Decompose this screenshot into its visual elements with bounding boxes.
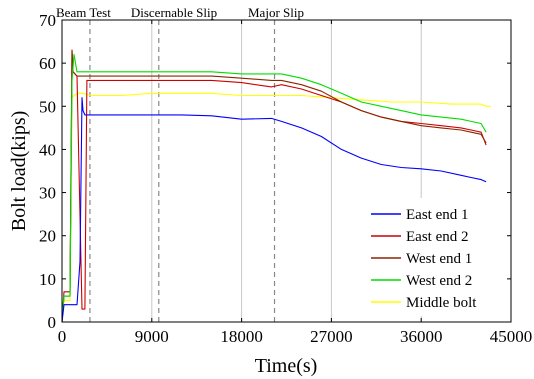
x-tick-label: 9000 <box>135 327 169 346</box>
y-axis-title: Bolt load(kips) <box>8 111 30 232</box>
y-tick-label: 0 <box>48 313 57 332</box>
legend-box <box>363 198 503 316</box>
legend: East end 1 East end 2 West end 1 West end 2… <box>363 198 503 316</box>
annotation-label: Discernable Slip <box>131 5 217 20</box>
series-layer <box>61 49 491 323</box>
x-tick-label: 0 <box>58 327 67 346</box>
legend-label: Middle bolt <box>406 295 477 311</box>
grid-lines <box>151 20 422 322</box>
series-line-east-end-1 <box>61 97 487 323</box>
y-tick-label: 50 <box>39 97 56 116</box>
annotation-labels: Beam Test Discernable Slip Major Slip <box>56 5 304 20</box>
x-axis-title: Time(s) <box>255 355 318 377</box>
y-tick-label: 40 <box>39 140 56 159</box>
y-tick-label: 60 <box>39 54 56 73</box>
x-tick-label: 45000 <box>490 327 533 346</box>
y-tick-label: 70 <box>39 11 56 30</box>
x-tick-label: 36000 <box>400 327 443 346</box>
legend-label: East end 2 <box>406 229 468 245</box>
y-tick-label: 20 <box>39 227 56 246</box>
legend-label: West end 1 <box>406 251 472 267</box>
y-tick-label: 30 <box>39 184 56 203</box>
y-tick-label: 10 <box>39 270 56 289</box>
x-tick-label: 18000 <box>220 327 263 346</box>
legend-label: West end 2 <box>406 273 472 289</box>
annotation-label: Major Slip <box>248 5 304 20</box>
series-line-west-end-1 <box>61 49 487 323</box>
axis-ticks: 0 9000 18000 27000 36000 45000 0 10 20 30 40 50 60 70 <box>39 11 532 346</box>
plot-frame <box>61 19 512 323</box>
x-tick-label: 27000 <box>310 327 353 346</box>
legend-label: East end 1 <box>406 207 468 223</box>
annotation-label: Beam Test <box>56 5 111 20</box>
series-line-west-end-2 <box>61 53 487 323</box>
